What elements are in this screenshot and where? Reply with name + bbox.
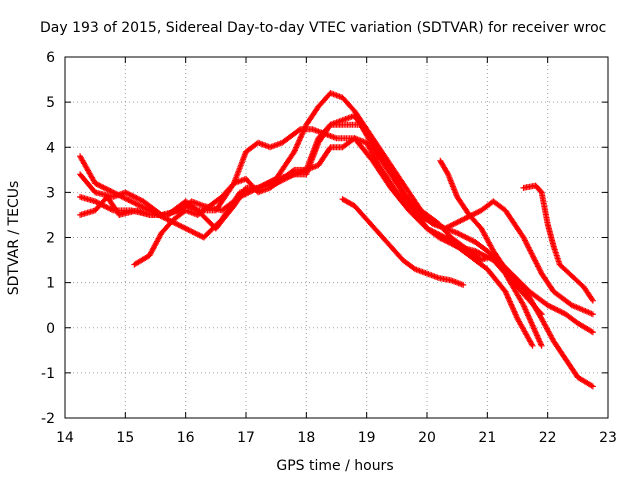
x-tick-label: 17 [237,430,255,446]
series-track-8 [520,182,596,304]
x-tick-label: 19 [358,430,376,446]
series-track-6 [339,196,467,288]
series-markers [339,196,467,288]
y-tick-label: 6 [46,50,55,66]
x-tick-label: 14 [56,430,74,446]
series-markers [437,157,545,318]
x-tick-label: 21 [478,430,496,446]
series-track-7 [437,157,545,318]
chart-title: Day 193 of 2015, Sidereal Day-to-day VTE… [40,20,606,36]
x-tick-label: 20 [418,430,436,446]
x-tick-label: 22 [539,430,557,446]
y-tick-label: 1 [46,276,55,292]
x-tick-label: 23 [599,430,617,446]
x-axis-label: GPS time / hours [276,458,393,474]
y-tick-label: -2 [41,411,55,427]
x-tick-label: 16 [177,430,195,446]
series-markers [520,182,596,304]
y-tick-label: 0 [46,321,55,337]
data-series-layer [77,90,596,390]
y-tick-label: -1 [41,366,55,382]
x-tick-label: 18 [297,430,315,446]
y-axis-label: SDTVAR / TECUs [6,181,22,296]
y-tick-label: 4 [46,140,55,156]
y-tick-label: 5 [46,95,55,111]
y-tick-label: 3 [46,185,55,201]
x-tick-label: 15 [116,430,134,446]
y-tick-label: 2 [46,231,55,247]
